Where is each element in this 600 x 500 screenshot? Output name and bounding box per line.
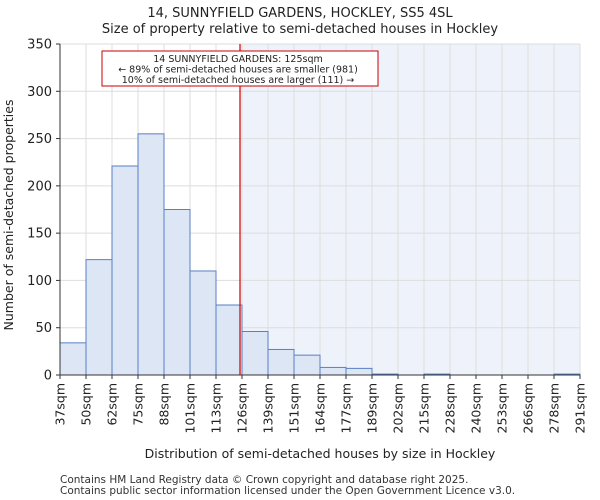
annotation-larger: 10% of semi-detached houses are larger (… bbox=[122, 75, 355, 86]
y-tick-label: 0 bbox=[44, 369, 52, 384]
x-tick-label: 113sqm bbox=[209, 383, 224, 433]
bar bbox=[319, 366, 347, 376]
bar bbox=[85, 259, 113, 376]
bar bbox=[189, 270, 217, 376]
bar bbox=[293, 354, 321, 376]
x-tick-label: 253sqm bbox=[495, 383, 510, 433]
x-tick-label: 189sqm bbox=[365, 383, 380, 433]
bar bbox=[137, 133, 165, 376]
x-tick-label: 177sqm bbox=[339, 383, 354, 433]
bar bbox=[59, 342, 87, 376]
annotation-smaller: ← 89% of semi-detached houses are smalle… bbox=[118, 65, 358, 76]
y-tick-label: 250 bbox=[27, 132, 52, 147]
bar bbox=[215, 304, 243, 376]
y-tick-label: 100 bbox=[27, 274, 52, 289]
y-tick-label: 50 bbox=[35, 321, 52, 336]
x-tick-label: 202sqm bbox=[391, 383, 406, 433]
x-tick-label: 164sqm bbox=[313, 383, 328, 433]
y-tick-label: 350 bbox=[27, 38, 52, 53]
y-tick-label: 200 bbox=[27, 179, 52, 194]
x-tick-label: 75sqm bbox=[131, 383, 146, 426]
x-tick-label: 126sqm bbox=[235, 383, 250, 433]
bar bbox=[241, 330, 269, 376]
x-tick-label: 228sqm bbox=[443, 383, 458, 433]
x-tick-label: 139sqm bbox=[261, 383, 276, 433]
larger-region-highlight bbox=[240, 44, 580, 375]
x-tick-label: 151sqm bbox=[287, 383, 302, 433]
bar bbox=[267, 348, 295, 376]
x-tick-label: 88sqm bbox=[157, 383, 172, 426]
x-axis-label: Distribution of semi-detached houses by … bbox=[145, 446, 496, 461]
y-axis-label: Number of semi-detached properties bbox=[1, 100, 16, 331]
footer-licence: Contains public sector information licen… bbox=[60, 485, 516, 497]
annotation-title: 14 SUNNYFIELD GARDENS: 125sqm bbox=[153, 54, 323, 65]
bar bbox=[163, 209, 191, 376]
x-tick-label: 266sqm bbox=[521, 383, 536, 433]
x-tick-label: 215sqm bbox=[417, 383, 432, 433]
x-tick-label: 240sqm bbox=[469, 383, 484, 433]
y-tick-label: 150 bbox=[27, 227, 52, 242]
bar bbox=[345, 367, 373, 376]
x-tick-label: 291sqm bbox=[573, 383, 588, 433]
chart-subtitle: Size of property relative to semi-detach… bbox=[101, 22, 499, 37]
x-tick-label: 101sqm bbox=[183, 383, 198, 433]
x-tick-label: 37sqm bbox=[53, 383, 68, 426]
footer-copyright: Contains HM Land Registry data © Crown c… bbox=[60, 474, 469, 486]
y-tick-label: 300 bbox=[27, 85, 52, 100]
bar bbox=[111, 165, 139, 376]
x-tick-label: 278sqm bbox=[547, 383, 562, 433]
chart-title: 14, SUNNYFIELD GARDENS, HOCKLEY, SS5 4SL bbox=[147, 6, 453, 21]
x-tick-label: 62sqm bbox=[105, 383, 120, 426]
x-tick-label: 50sqm bbox=[79, 383, 94, 426]
annotation-box bbox=[101, 50, 379, 87]
